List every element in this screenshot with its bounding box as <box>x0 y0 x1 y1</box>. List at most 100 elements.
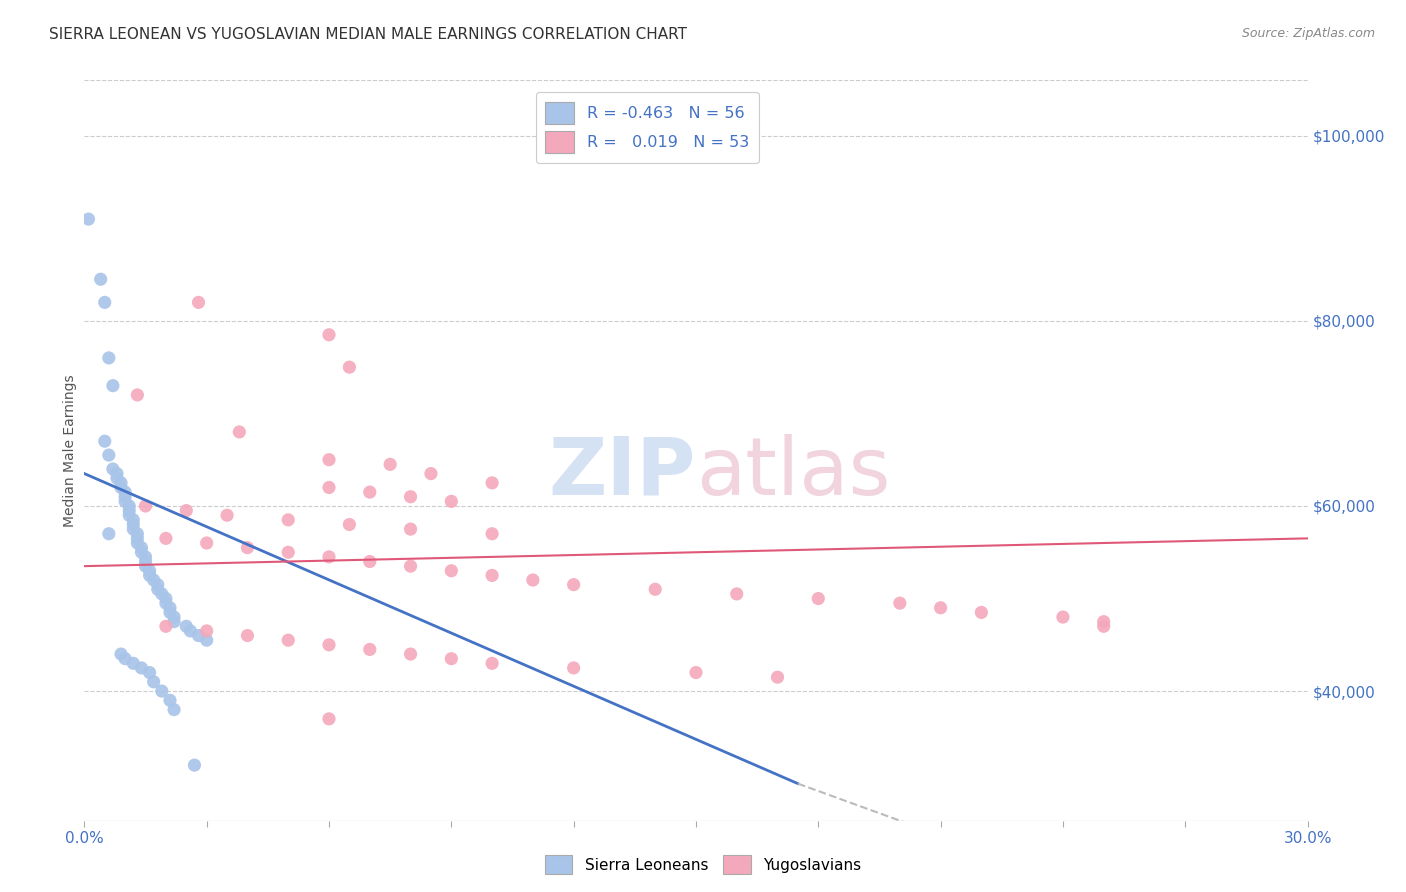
Point <box>131 545 153 559</box>
Point <box>399 522 422 536</box>
Point <box>195 633 218 648</box>
Point <box>135 554 157 569</box>
Point <box>481 568 503 582</box>
Point <box>195 536 218 550</box>
Point <box>1092 615 1115 629</box>
Point <box>318 481 340 495</box>
Point <box>440 564 463 578</box>
Point <box>127 536 149 550</box>
Point <box>174 503 197 517</box>
Point <box>93 295 115 310</box>
Point <box>174 619 197 633</box>
Point <box>1092 619 1115 633</box>
Point <box>481 475 503 490</box>
Point <box>359 554 381 569</box>
Point <box>236 628 259 642</box>
Point <box>889 596 911 610</box>
Point <box>118 508 141 523</box>
Point <box>135 549 157 564</box>
Point <box>110 647 132 661</box>
Point <box>101 378 124 392</box>
Point <box>97 351 120 365</box>
Point <box>183 758 205 772</box>
Point <box>127 532 149 546</box>
Text: ZIP: ZIP <box>548 434 696 512</box>
Text: SIERRA LEONEAN VS YUGOSLAVIAN MEDIAN MALE EARNINGS CORRELATION CHART: SIERRA LEONEAN VS YUGOSLAVIAN MEDIAN MAL… <box>49 27 688 42</box>
Point <box>138 665 160 680</box>
Point <box>110 475 132 490</box>
Point <box>142 573 165 587</box>
Point <box>105 471 128 485</box>
Y-axis label: Median Male Earnings: Median Male Earnings <box>63 374 77 527</box>
Point <box>105 467 128 481</box>
Point <box>420 467 443 481</box>
Point <box>97 526 120 541</box>
Point <box>122 517 145 532</box>
Point <box>399 647 422 661</box>
Point <box>122 522 145 536</box>
Point <box>807 591 830 606</box>
Point <box>339 360 361 375</box>
Point <box>481 657 503 671</box>
Point <box>318 638 340 652</box>
Point <box>339 517 361 532</box>
Text: Source: ZipAtlas.com: Source: ZipAtlas.com <box>1241 27 1375 40</box>
Point <box>114 494 136 508</box>
Point <box>159 693 181 707</box>
Point <box>150 684 173 698</box>
Point <box>77 212 100 227</box>
Point <box>277 513 299 527</box>
Point <box>114 485 136 500</box>
Point <box>142 674 165 689</box>
Point <box>131 661 153 675</box>
Point <box>1052 610 1074 624</box>
Point <box>187 628 209 642</box>
Point <box>562 577 585 591</box>
Point <box>481 526 503 541</box>
Point <box>685 665 707 680</box>
Point <box>122 513 145 527</box>
Legend: Sierra Leoneans, Yugoslavians: Sierra Leoneans, Yugoslavians <box>538 849 868 880</box>
Point <box>644 582 666 597</box>
Point <box>118 503 141 517</box>
Legend: R = -0.463   N = 56, R =   0.019   N = 53: R = -0.463 N = 56, R = 0.019 N = 53 <box>536 92 758 162</box>
Point <box>93 434 115 449</box>
Point <box>380 458 402 472</box>
Point <box>187 295 209 310</box>
Point <box>159 606 181 620</box>
Point <box>277 545 299 559</box>
Point <box>277 633 299 648</box>
Point <box>155 591 177 606</box>
Point <box>135 559 157 574</box>
Point <box>440 494 463 508</box>
Point <box>929 600 952 615</box>
Text: atlas: atlas <box>696 434 890 512</box>
Point <box>236 541 259 555</box>
Point <box>179 624 201 638</box>
Point <box>135 499 157 513</box>
Point <box>217 508 239 523</box>
Point <box>163 703 186 717</box>
Point <box>101 462 124 476</box>
Point <box>359 485 381 500</box>
Point <box>146 577 169 591</box>
Point <box>155 532 177 546</box>
Point <box>399 490 422 504</box>
Point <box>440 651 463 665</box>
Point <box>163 610 186 624</box>
Point <box>114 651 136 665</box>
Point <box>131 541 153 555</box>
Point <box>399 559 422 574</box>
Point <box>318 712 340 726</box>
Point <box>138 564 160 578</box>
Point <box>127 388 149 402</box>
Point <box>146 582 169 597</box>
Point <box>118 499 141 513</box>
Point <box>318 452 340 467</box>
Point <box>766 670 789 684</box>
Point <box>562 661 585 675</box>
Point <box>159 600 181 615</box>
Point <box>970 606 993 620</box>
Point <box>163 615 186 629</box>
Point <box>359 642 381 657</box>
